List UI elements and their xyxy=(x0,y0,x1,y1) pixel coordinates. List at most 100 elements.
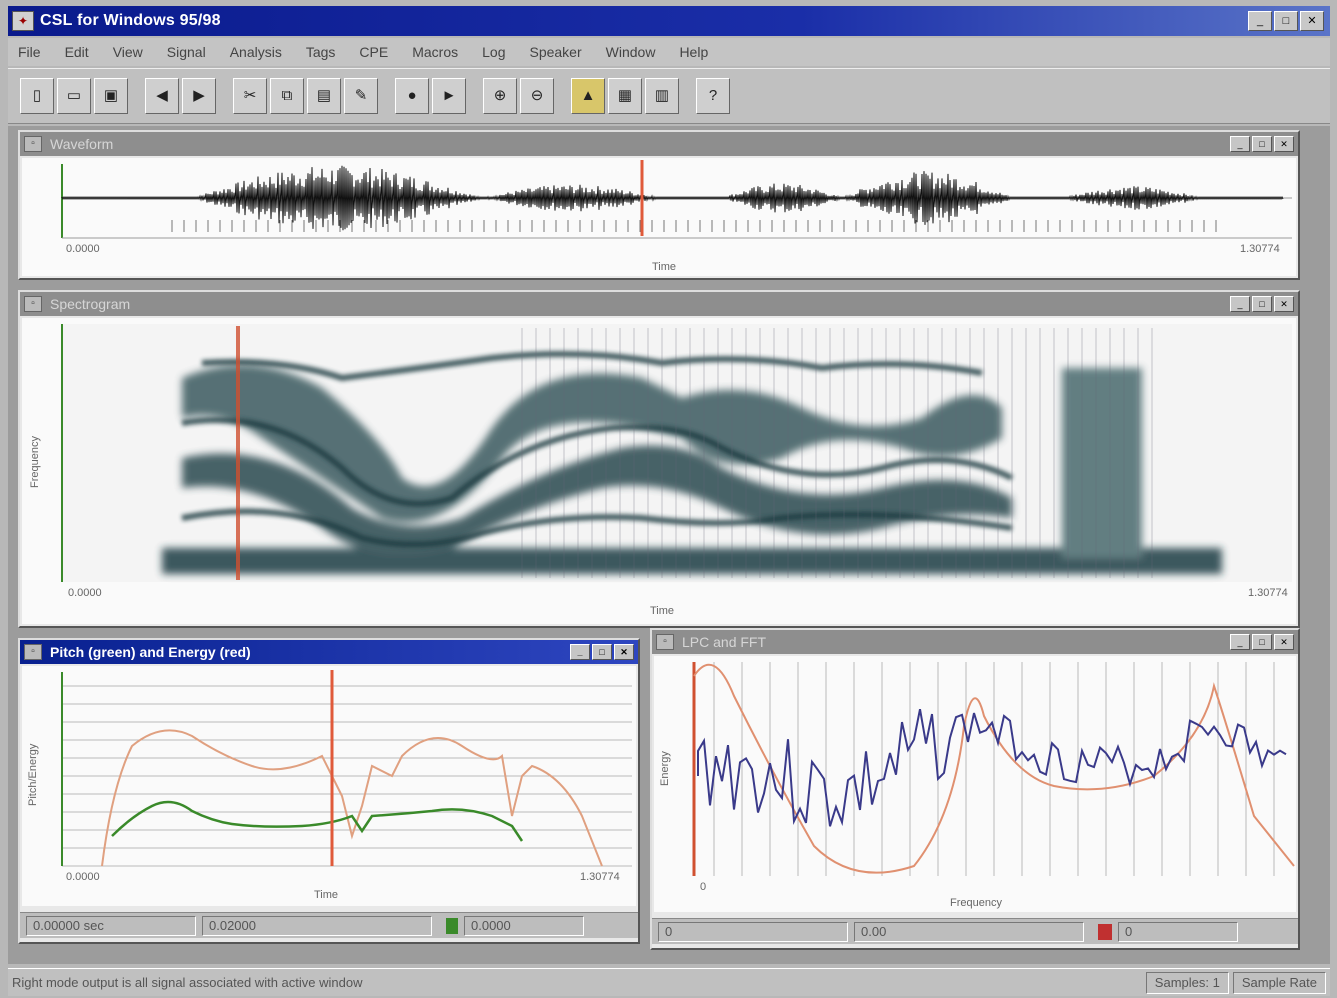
child-close-button[interactable]: ✕ xyxy=(614,644,634,660)
pitch-status-mid: 0.02000 xyxy=(202,915,432,936)
pitch-status-bar: 0.00000 sec 0.02000 0.0000 xyxy=(20,912,638,938)
close-button[interactable]: ✕ xyxy=(1300,11,1324,31)
pitch-end-time: 1.30774 xyxy=(580,871,620,883)
child-close-button[interactable]: ✕ xyxy=(1274,136,1294,152)
child-close-button[interactable]: ✕ xyxy=(1274,296,1294,312)
waveform-xlabel: Time xyxy=(652,261,676,273)
menu-file[interactable]: File xyxy=(18,44,41,60)
menu-signal[interactable]: Signal xyxy=(166,44,206,60)
spectrogram-ylabel: Frequency xyxy=(29,436,41,488)
pitch-xlabel: Time xyxy=(314,889,338,901)
spectrogram-title: Spectrogram xyxy=(50,296,131,312)
lpc-ylabel: Energy xyxy=(659,751,671,786)
toolbar: ▯ ▭ ▣ ◀ ▶ ✂ ⧉ ▤ ✎ ● ► ⊕ ⊖ ▲ ▦ ▥ ? xyxy=(8,68,1330,124)
spectrogram-titlebar[interactable]: ▫ Spectrogram _ □ ✕ xyxy=(20,292,1298,316)
lpc-fft-titlebar[interactable]: ▫ LPC and FFT _ □ ✕ xyxy=(652,630,1298,654)
save-icon[interactable]: ▣ xyxy=(94,78,128,114)
waveform-title: Waveform xyxy=(50,136,114,152)
lpc-status-left: 0 xyxy=(658,921,848,942)
lpc-x-start: 0 xyxy=(700,881,706,893)
menu-speaker[interactable]: Speaker xyxy=(529,44,582,60)
forward-icon[interactable]: ▶ xyxy=(182,78,216,114)
spectrogram-plot[interactable]: 0.0000 1.30774 Time Frequency xyxy=(22,318,1296,624)
child-minimize-button[interactable]: _ xyxy=(1230,634,1250,650)
waveform-titlebar[interactable]: ▫ Waveform _ □ ✕ xyxy=(20,132,1298,156)
waveform-window[interactable]: ▫ Waveform _ □ ✕ 0.0000 1.30774 Time xyxy=(18,130,1300,280)
pitch-energy-plot[interactable]: 0.0000 1.30774 Time Pitch/Energy xyxy=(22,666,636,906)
child-close-button[interactable]: ✕ xyxy=(1274,634,1294,650)
child-minimize-button[interactable]: _ xyxy=(570,644,590,660)
pitch-status-left: 0.00000 sec xyxy=(26,915,196,936)
mdi-workspace: ▫ Waveform _ □ ✕ 0.0000 1.30774 Time xyxy=(8,126,1330,964)
window-icon[interactable]: ▦ xyxy=(608,78,642,114)
lpc-status-bar: 0 0.00 0 xyxy=(652,918,1298,944)
menu-cpe[interactable]: CPE xyxy=(359,44,389,60)
window-menu-icon[interactable]: ▫ xyxy=(656,634,674,650)
spectrogram-end-time: 1.30774 xyxy=(1248,587,1288,599)
fft-trace xyxy=(697,708,1287,827)
record-icon[interactable]: ● xyxy=(395,78,429,114)
minimize-button[interactable]: _ xyxy=(1248,11,1272,31)
status-field-2: Sample Rate xyxy=(1232,971,1326,994)
spectrogram-window[interactable]: ▫ Spectrogram _ □ ✕ xyxy=(18,290,1300,628)
lpc-status-marker xyxy=(1098,923,1112,940)
pitch-status-right: 0.0000 xyxy=(464,915,584,936)
pitch-energy-window[interactable]: ▫ Pitch (green) and Energy (red) _ □ ✕ 0… xyxy=(18,638,640,944)
lpc-status-right: 0 xyxy=(1118,921,1238,942)
waveform-path xyxy=(61,165,1284,231)
pitch-status-marker xyxy=(446,917,458,934)
menu-tags[interactable]: Tags xyxy=(305,44,336,60)
status-message: Right mode output is all signal associat… xyxy=(12,975,363,990)
open-icon[interactable]: ▭ xyxy=(57,78,91,114)
menu-window[interactable]: Window xyxy=(605,44,656,60)
maximize-button[interactable]: □ xyxy=(1274,11,1298,31)
window-menu-icon[interactable]: ▫ xyxy=(24,296,42,312)
lpc-fft-plot[interactable]: 0 Frequency Energy xyxy=(654,656,1296,912)
help-icon[interactable]: ? xyxy=(696,78,730,114)
waveform-plot[interactable]: 0.0000 1.30774 Time xyxy=(22,158,1296,276)
zoom-out-icon[interactable]: ⊖ xyxy=(520,78,554,114)
lpc-fft-window[interactable]: ▫ LPC and FFT _ □ ✕ 0 Frequency Energy 0 xyxy=(650,628,1300,950)
menu-view[interactable]: View xyxy=(112,44,143,60)
menu-edit[interactable]: Edit xyxy=(64,44,89,60)
edit-icon[interactable]: ✎ xyxy=(344,78,378,114)
pitch-trace xyxy=(111,800,524,842)
child-minimize-button[interactable]: _ xyxy=(1230,296,1250,312)
status-field-1: Samples: 1 xyxy=(1145,971,1229,994)
zoom-in-icon[interactable]: ⊕ xyxy=(483,78,517,114)
child-maximize-button[interactable]: □ xyxy=(1252,296,1272,312)
menu-analysis[interactable]: Analysis xyxy=(229,44,282,60)
spectrum-icon[interactable]: ▲ xyxy=(571,78,605,114)
spectrogram-xlabel: Time xyxy=(650,605,674,617)
child-maximize-button[interactable]: □ xyxy=(592,644,612,660)
app-title: CSL for Windows 95/98 xyxy=(40,12,221,29)
cut-icon[interactable]: ✂ xyxy=(233,78,267,114)
child-minimize-button[interactable]: _ xyxy=(1230,136,1250,152)
lpc-envelope xyxy=(693,663,1295,874)
window-menu-icon[interactable]: ▫ xyxy=(24,644,42,660)
app-status-bar: Right mode output is all signal associat… xyxy=(8,968,1330,996)
waveform-end-time: 1.30774 xyxy=(1240,243,1280,255)
paste-icon[interactable]: ▤ xyxy=(307,78,341,114)
app-icon[interactable]: ✦ xyxy=(12,11,34,31)
pitch-energy-titlebar[interactable]: ▫ Pitch (green) and Energy (red) _ □ ✕ xyxy=(20,640,638,664)
pitch-start-time: 0.0000 xyxy=(66,871,100,883)
menu-macros[interactable]: Macros xyxy=(412,44,459,60)
menu-log[interactable]: Log xyxy=(482,44,506,60)
app-titlebar: ✦ CSL for Windows 95/98 _ □ ✕ xyxy=(8,6,1330,36)
lpc-grid xyxy=(713,662,1275,876)
tile-icon[interactable]: ▥ xyxy=(645,78,679,114)
copy-icon[interactable]: ⧉ xyxy=(270,78,304,114)
child-maximize-button[interactable]: □ xyxy=(1252,136,1272,152)
new-icon[interactable]: ▯ xyxy=(20,78,54,114)
lpc-status-mid: 0.00 xyxy=(854,921,1084,942)
child-maximize-button[interactable]: □ xyxy=(1252,634,1272,650)
play-icon[interactable]: ► xyxy=(432,78,466,114)
window-menu-icon[interactable]: ▫ xyxy=(24,136,42,152)
back-icon[interactable]: ◀ xyxy=(145,78,179,114)
pitch-energy-title: Pitch (green) and Energy (red) xyxy=(50,644,251,660)
menu-help[interactable]: Help xyxy=(679,44,709,60)
waveform-start-time: 0.0000 xyxy=(66,243,100,255)
spectrogram-tag-lines xyxy=(521,328,1153,578)
